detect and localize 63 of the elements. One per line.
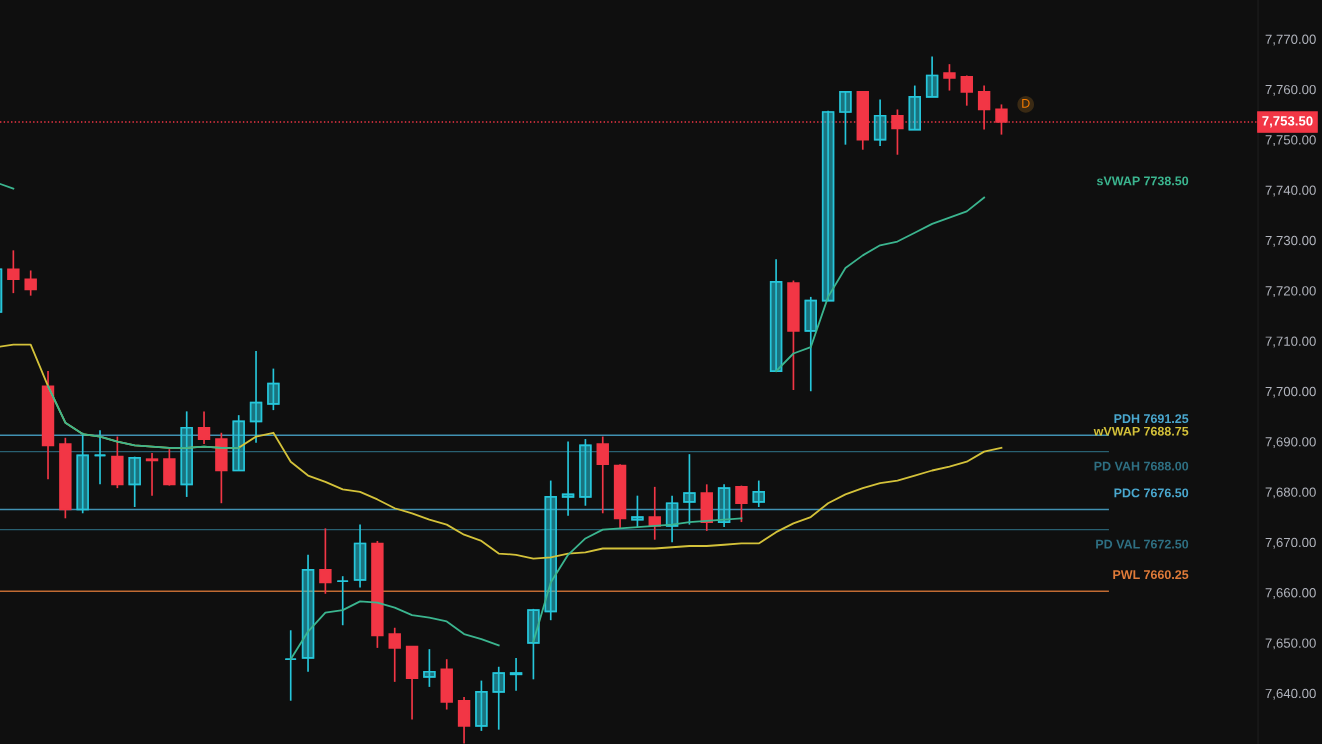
candlestick xyxy=(267,367,280,411)
y-tick-label: 7,670.00 xyxy=(1265,537,1316,549)
candlestick xyxy=(284,629,297,702)
y-tick-label: 7,710.00 xyxy=(1265,336,1316,348)
candlestick xyxy=(873,98,887,147)
candlestick xyxy=(544,479,557,622)
candlestick xyxy=(197,410,211,445)
candlestick xyxy=(908,84,921,131)
candlestick xyxy=(93,429,107,486)
candlestick xyxy=(423,648,436,688)
ref-line-label: PDC 7676.50 xyxy=(1114,488,1189,498)
candlestick xyxy=(821,109,835,302)
candlestick xyxy=(579,438,592,507)
candlestick xyxy=(735,484,748,523)
candlestick xyxy=(128,455,141,508)
candlestick xyxy=(232,414,245,472)
y-tick-label: 7,720.00 xyxy=(1265,286,1316,298)
ref-line-label: PDH 7691.25 xyxy=(1114,414,1189,424)
candlestick xyxy=(388,626,401,683)
candlestick xyxy=(804,296,817,393)
ref-line-label: 7,753.50 xyxy=(1262,116,1313,128)
y-tick-label: 7,750.00 xyxy=(1265,135,1316,147)
y-tick-label: 7,730.00 xyxy=(1265,235,1316,247)
candlestick xyxy=(475,679,488,732)
candlestick xyxy=(561,440,575,517)
candlestick xyxy=(960,74,973,107)
y-tick-label: 7,690.00 xyxy=(1265,437,1316,449)
candlestick xyxy=(665,494,679,544)
candlestick xyxy=(336,575,349,627)
candlestick xyxy=(492,665,505,731)
y-tick-label: 7,740.00 xyxy=(1265,185,1316,197)
y-tick-label: 7,700.00 xyxy=(1265,386,1316,398)
candlestick xyxy=(683,453,696,526)
text: sVWAP 7738.50 xyxy=(1096,176,1189,186)
candlestick xyxy=(301,553,315,673)
candlestick xyxy=(769,258,783,372)
ref-line-label: PD VAL 7672.50 xyxy=(1096,539,1189,549)
candlestick xyxy=(752,479,765,508)
candlestick xyxy=(24,269,37,297)
ref-line-label: PWL 7660.25 xyxy=(1113,570,1189,580)
y-tick-label: 7,650.00 xyxy=(1265,638,1316,650)
candlestick xyxy=(925,55,939,98)
candlestick xyxy=(717,483,731,528)
candlestick xyxy=(631,494,644,528)
y-tick-label: 7,760.00 xyxy=(1265,84,1316,96)
candlestick xyxy=(527,608,540,681)
candlestick xyxy=(509,657,523,692)
candlestick xyxy=(249,350,263,444)
y-tick-label: 7,640.00 xyxy=(1265,688,1316,700)
y-tick-label: 7,770.00 xyxy=(1265,34,1316,46)
y-tick-label: 7,660.00 xyxy=(1265,588,1316,599)
candlestick xyxy=(839,91,852,146)
candlestick xyxy=(943,63,956,92)
text: D xyxy=(1022,99,1030,108)
candlestick xyxy=(7,249,20,294)
candlestick xyxy=(319,527,332,595)
ref-line-label: PD VAH 7688.00 xyxy=(1094,461,1189,471)
y-tick-label: 7,680.00 xyxy=(1265,487,1316,499)
candlestick xyxy=(596,435,609,515)
candlestick xyxy=(180,410,193,498)
candlestick xyxy=(353,523,367,589)
candlestick xyxy=(145,452,159,497)
text: wVWAP 7688.75 xyxy=(1093,426,1189,436)
